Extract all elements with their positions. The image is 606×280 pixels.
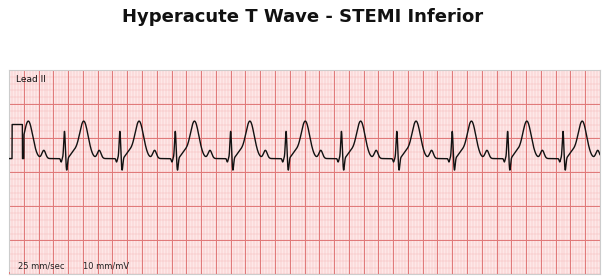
Text: 10 mm/mV: 10 mm/mV [83, 262, 129, 271]
Text: 25 mm/sec: 25 mm/sec [18, 262, 64, 271]
Text: Lead II: Lead II [16, 75, 46, 85]
Text: Hyperacute T Wave - STEMI Inferior: Hyperacute T Wave - STEMI Inferior [122, 8, 484, 26]
